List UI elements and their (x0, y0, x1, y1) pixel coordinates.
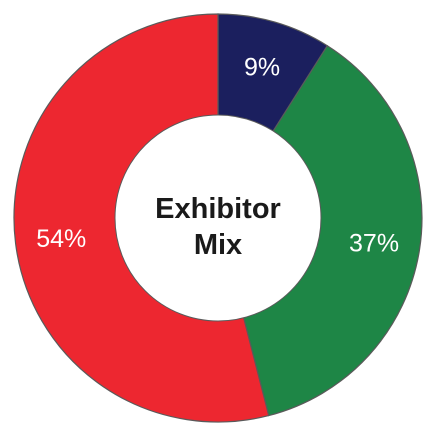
chart-title-line-2: Mix (194, 229, 242, 261)
slice-label-1: 37% (349, 230, 399, 258)
slice-label-2: 54% (36, 225, 86, 253)
slice-labels: 9% 37% 54% (36, 53, 399, 257)
chart-title-line-1: Exhibitor (155, 193, 281, 225)
donut-center-hole (114, 114, 322, 322)
slice-label-0: 9% (244, 53, 280, 81)
